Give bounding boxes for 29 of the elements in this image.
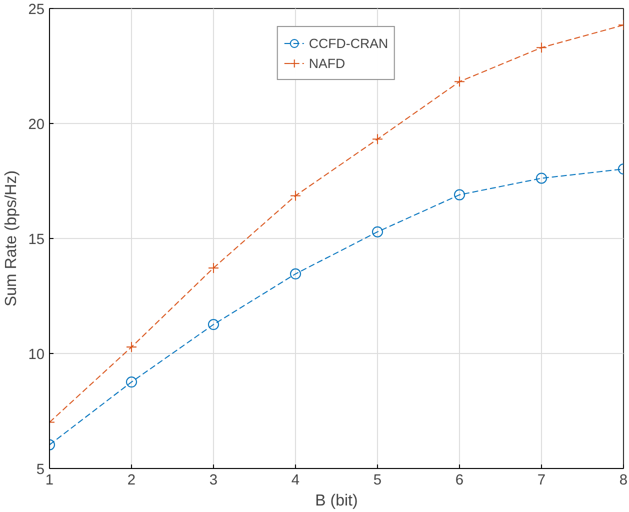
y-tick-label: 10	[28, 347, 45, 363]
x-axis-title: B (bit)	[315, 492, 358, 510]
x-tick-label: 5	[373, 472, 382, 488]
x-tick-label: 6	[455, 472, 464, 488]
point	[372, 226, 383, 238]
point	[536, 172, 547, 184]
point	[454, 76, 465, 88]
point	[536, 42, 547, 54]
y-tick-label: 15	[28, 232, 45, 248]
point	[126, 376, 137, 388]
x-tick-label: 1	[45, 472, 54, 488]
point	[290, 190, 301, 202]
x-tick-label: 2	[127, 472, 136, 488]
y-tick-label: 20	[28, 117, 45, 133]
point	[208, 319, 219, 330]
y-axis-title: Sum Rate (bps/Hz)	[3, 170, 20, 307]
point	[290, 268, 301, 280]
x-tick-label: 7	[537, 472, 546, 488]
legend-label: NAFD	[308, 56, 346, 70]
x-tick-label: 8	[619, 472, 628, 488]
point	[372, 134, 383, 145]
point	[454, 189, 465, 200]
x-tick-label: 3	[209, 472, 218, 488]
legend-label: CCFD-CRAN	[308, 36, 388, 50]
point	[126, 342, 137, 353]
point	[208, 262, 219, 274]
x-tick-label: 4	[291, 472, 300, 488]
y-tick-label: 5	[36, 462, 45, 478]
y-tick-label: 25	[28, 2, 45, 18]
